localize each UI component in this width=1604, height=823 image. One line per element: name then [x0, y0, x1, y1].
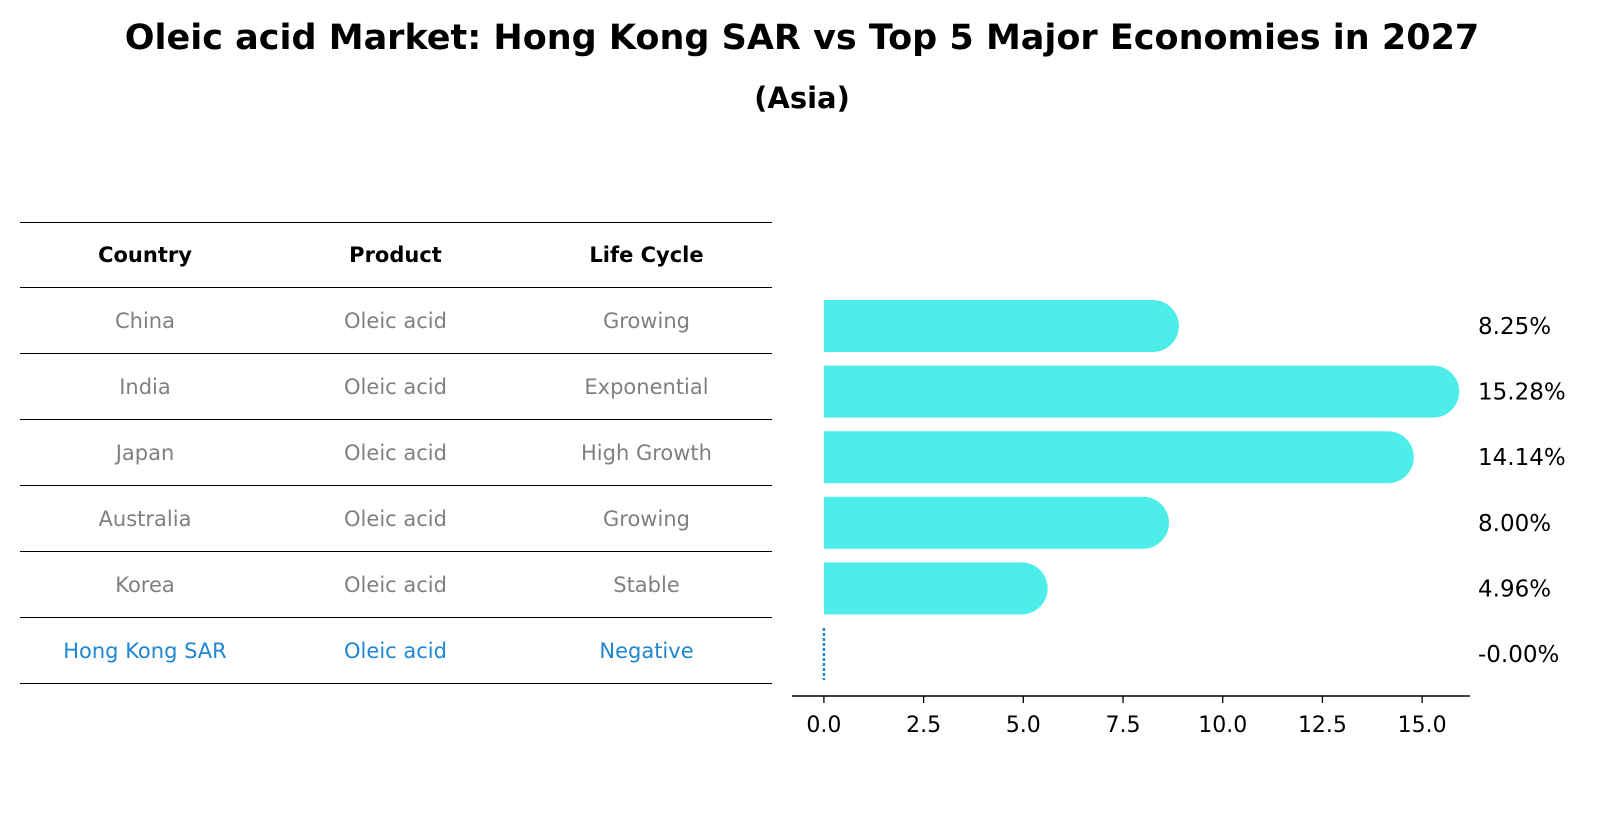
header-country: Country — [98, 243, 192, 267]
x-tick-label: 5.0 — [1006, 713, 1041, 738]
value-label-china: 8.25% — [1478, 314, 1551, 340]
value-label-india: 15.28% — [1478, 380, 1566, 406]
x-tick-label: 0.0 — [806, 713, 841, 738]
value-label-australia: 8.00% — [1478, 511, 1551, 537]
cell-product: Oleic acid — [344, 308, 447, 333]
value-label-japan: 14.14% — [1478, 445, 1566, 471]
cell-life-cycle: Growing — [603, 506, 690, 531]
cell-country: China — [115, 308, 175, 333]
bars-group — [822, 300, 1460, 680]
bar-china — [823, 300, 1179, 352]
header-life-cycle: Life Cycle — [589, 243, 704, 267]
cell-country: Hong Kong SAR — [63, 638, 227, 663]
cell-product: Oleic acid — [344, 374, 447, 399]
cell-life-cycle: Growing — [603, 308, 690, 333]
bar-australia — [823, 496, 1169, 549]
cell-product: Oleic acid — [344, 506, 447, 531]
value-labels-group: 8.25% 15.28% 14.14% 8.00% 4.96% -0.00% — [1478, 314, 1566, 668]
table-row-highlight: Hong Kong SAR Oleic acid Negative — [20, 618, 772, 684]
x-tick-label: 7.5 — [1106, 713, 1141, 738]
x-tick-label: 12.5 — [1298, 713, 1347, 738]
cell-country: Korea — [115, 572, 175, 597]
bar-india — [823, 365, 1460, 418]
x-tick-label: 15.0 — [1398, 713, 1447, 738]
header-product: Product — [349, 243, 442, 267]
table-row: Japan Oleic acid High Growth — [20, 420, 772, 486]
x-tick-label: 10.0 — [1198, 713, 1247, 738]
cell-product: Oleic acid — [344, 572, 447, 597]
value-label-hong-kong-sar: -0.00% — [1478, 642, 1559, 668]
cell-product: Oleic acid — [344, 638, 447, 663]
table-row: India Oleic acid Exponential — [20, 354, 772, 420]
table-header-row: Country Product Life Cycle — [20, 222, 772, 288]
cell-life-cycle: Exponential — [584, 374, 709, 399]
bar-japan — [823, 431, 1414, 484]
market-table: Country Product Life Cycle China Oleic a… — [20, 222, 772, 684]
cell-life-cycle: Stable — [613, 572, 680, 597]
cell-life-cycle: High Growth — [581, 440, 712, 465]
chart-title: Oleic acid Market: Hong Kong SAR vs Top … — [124, 18, 1480, 58]
cell-life-cycle: Negative — [599, 638, 694, 663]
chart-subtitle: (Asia) — [754, 81, 850, 115]
cell-country: India — [119, 374, 171, 399]
bar-korea — [823, 562, 1048, 615]
table-row: Korea Oleic acid Stable — [20, 552, 772, 618]
value-label-korea: 4.96% — [1478, 576, 1551, 602]
x-tick-label: 2.5 — [906, 713, 941, 738]
table-row: Australia Oleic acid Growing — [20, 486, 772, 552]
x-ticks-group: 0.0 2.5 5.0 7.5 10.0 12.5 15.0 — [806, 696, 1447, 738]
cell-product: Oleic acid — [344, 440, 447, 465]
table-row: China Oleic acid Growing — [20, 288, 772, 354]
cell-country: Japan — [115, 440, 175, 465]
cell-country: Australia — [98, 506, 192, 531]
